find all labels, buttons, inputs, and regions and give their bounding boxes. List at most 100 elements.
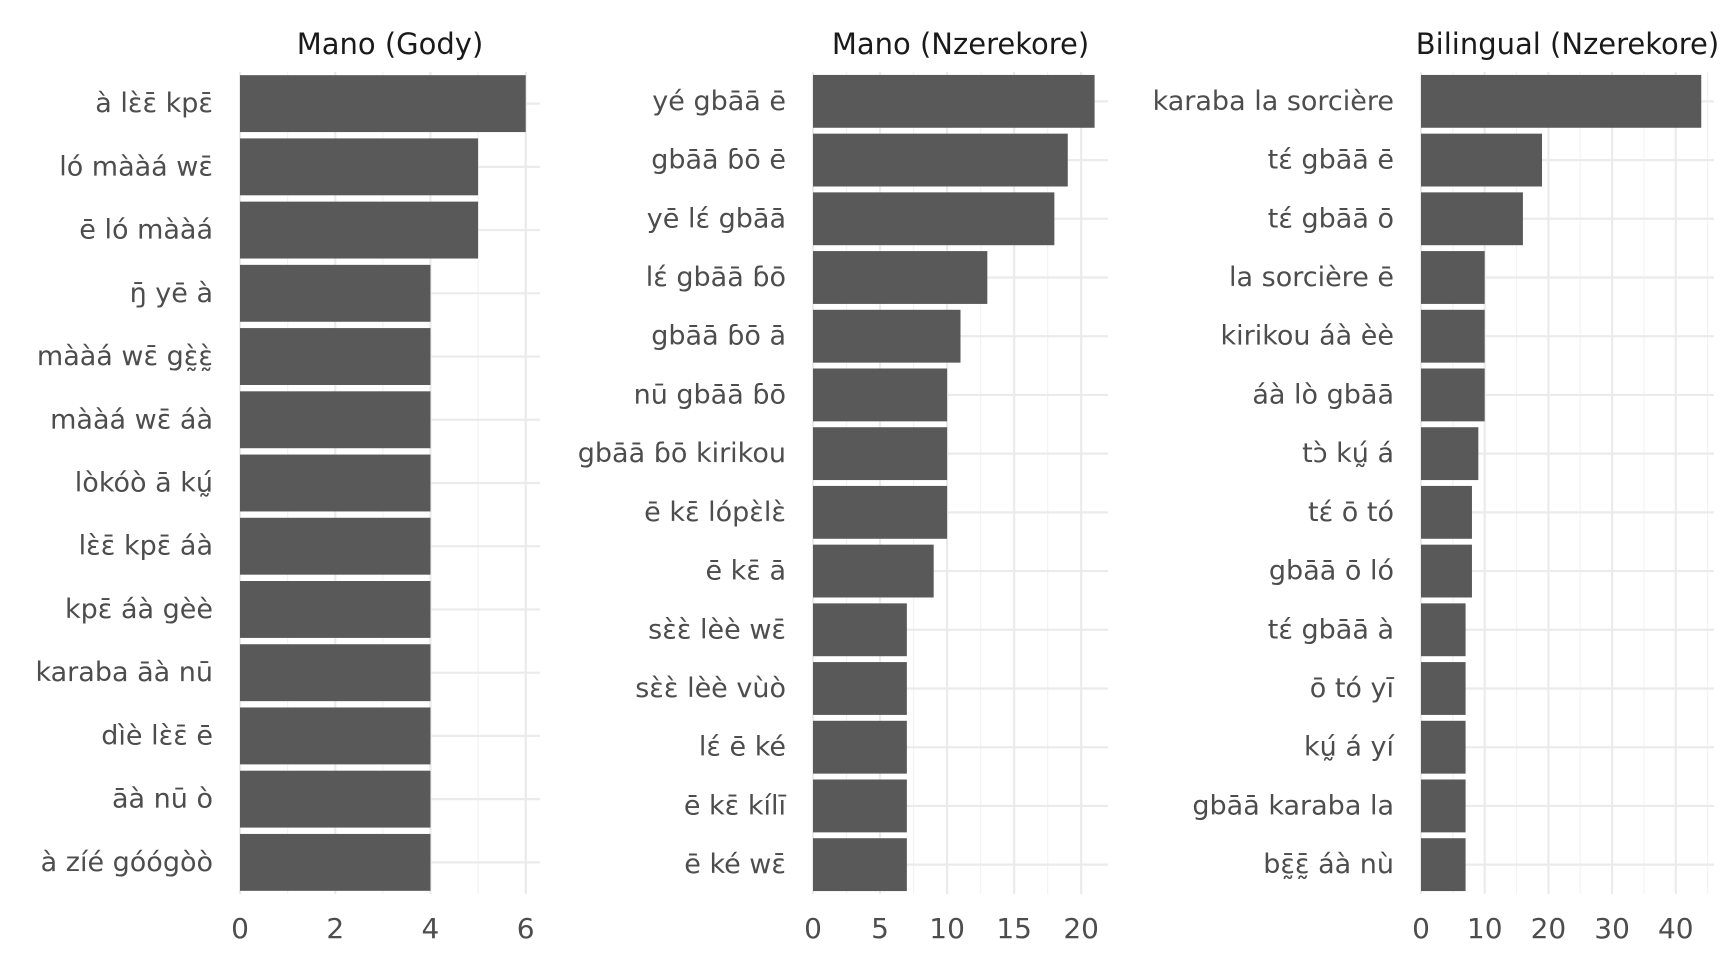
category-label: la sorcière ē	[1229, 262, 1394, 293]
x-tick-label: 20	[1063, 912, 1099, 945]
category-label: ē ló mààá	[79, 215, 213, 246]
x-tick-label: 15	[996, 912, 1032, 945]
bar	[813, 368, 948, 422]
bar	[1421, 544, 1472, 598]
category-label: lɛ́ ē ké	[699, 732, 786, 763]
category-label: à lɛ̀ɛ̄ kpɛ̄	[95, 88, 213, 119]
x-tick-label: 6	[517, 912, 535, 945]
x-tick-label: 20	[1531, 912, 1567, 945]
category-label: lɛ́ gbāā ɓō	[646, 262, 786, 293]
bar	[1421, 838, 1466, 892]
bar	[813, 544, 934, 598]
bar	[1421, 779, 1466, 833]
bar	[813, 603, 907, 657]
category-label: áà lò gbāā	[1252, 379, 1394, 410]
category-label: yé gbāā ē	[652, 86, 786, 117]
category-label: sɛ̀ɛ̀ lèè vùò	[635, 673, 786, 704]
x-tick-label: 30	[1594, 912, 1630, 945]
bar	[240, 454, 431, 512]
category-label: mààá wɛ̄ gɛ̰̀ɛ̰̀	[37, 341, 213, 372]
category-label: gbāā karaba la	[1192, 790, 1394, 821]
bar	[813, 427, 948, 481]
category-label: kpɛ̄ áà gèè	[65, 594, 213, 625]
x-tick-label: 40	[1658, 912, 1694, 945]
bar	[1421, 133, 1543, 187]
bar	[813, 779, 907, 833]
panel-title: Mano (Nzerekore)	[832, 27, 1089, 61]
bar	[813, 720, 907, 774]
bar	[240, 75, 526, 133]
bar	[813, 662, 907, 715]
bar	[240, 328, 431, 385]
category-label: ē kɛ̄ ā	[705, 556, 786, 587]
bar	[1421, 720, 1466, 774]
category-label: bɛ̰̄ɛ̰̄ áà nù	[1263, 849, 1394, 880]
category-label: lɛ̀ɛ̄ kpɛ̄ áà	[79, 531, 213, 562]
category-label: dìè lɛ̀ɛ̄ ē	[101, 720, 213, 751]
bar	[240, 644, 431, 702]
x-tick-label: 10	[1467, 912, 1503, 945]
category-label: lòkóò ā kṵ́	[75, 468, 213, 499]
category-label: ló mààá wɛ̄	[59, 151, 213, 182]
x-tick-label: 4	[422, 912, 440, 945]
bar	[813, 192, 1055, 246]
bar	[240, 201, 479, 259]
category-label: tɛ́ ō tó	[1308, 497, 1394, 528]
category-label: tɛ́ gbāā à	[1268, 614, 1394, 645]
bar	[813, 309, 961, 363]
category-label: kirikou áà èè	[1220, 321, 1394, 352]
bar	[813, 74, 1095, 128]
category-label: karaba la sorcière	[1153, 86, 1394, 117]
x-tick-label: 10	[929, 912, 965, 945]
category-label: gbāā ō ló	[1269, 556, 1394, 587]
bar	[240, 391, 431, 449]
bar	[240, 138, 479, 196]
category-label: gbāā ɓō ē	[651, 145, 786, 176]
bar	[1421, 368, 1485, 422]
chart-panel-mano-nzerekore: yé gbāā ē gbāā ɓō ē yē lɛ́ gbāā lɛ́ gbāā ɓō…	[578, 27, 1108, 945]
chart-panel-mano-gody: à lɛ̀ɛ̄ kpɛ̄ ló mààá wɛ̄ ē ló mààá ŋ̄ yē à m…	[35, 27, 540, 945]
category-label: āà nū ò	[112, 784, 213, 815]
panel-title: Mano (Gody)	[297, 27, 484, 61]
x-tick-label: 5	[871, 912, 889, 945]
category-label: ŋ̄ yē à	[130, 278, 213, 309]
category-label: tɔ̀ kṵ́ á	[1302, 438, 1394, 469]
x-tick-label: 0	[231, 912, 249, 945]
bar	[813, 838, 907, 892]
category-label: kṵ́ á yí	[1304, 732, 1395, 763]
bar	[1421, 251, 1485, 304]
bar	[240, 264, 431, 322]
x-tick-label: 0	[804, 912, 822, 945]
bar	[1421, 74, 1702, 128]
category-label: tɛ́ gbāā ō	[1268, 203, 1394, 234]
bar	[1421, 192, 1523, 246]
category-label: ē ké wɛ̄	[684, 849, 786, 880]
category-label: ō tó yī	[1310, 673, 1395, 704]
category-label: gbāā ɓō ā	[651, 321, 786, 352]
category-label: karaba āà nū	[35, 657, 213, 688]
bar	[1421, 309, 1485, 363]
category-label: tɛ́ gbāā ē	[1268, 145, 1394, 176]
category-label: ē kɛ̄ lópɛ̀lɛ̀	[644, 497, 786, 528]
x-tick-label: 2	[326, 912, 344, 945]
category-label: yē lɛ́ gbāā	[647, 203, 786, 234]
panel-title: Bilingual (Nzerekore)	[1416, 27, 1719, 61]
category-label: à zíé góógòò	[41, 847, 213, 878]
chart-panel-bilingual-nzerekore: karaba la sorcière tɛ́ gbāā ē tɛ́ gbāā ō la…	[1153, 27, 1720, 945]
bar	[813, 133, 1068, 187]
bar	[1421, 662, 1466, 715]
bar	[1421, 485, 1472, 539]
x-tick-label: 0	[1412, 912, 1430, 945]
category-label: gbāā ɓō kirikou	[578, 438, 786, 469]
bar	[813, 251, 988, 304]
bar	[240, 707, 431, 765]
bar	[240, 833, 431, 891]
category-label: nū gbāā ɓō	[634, 379, 786, 410]
category-label: sɛ̀ɛ̀ lèè wɛ̄	[648, 614, 786, 645]
bar	[240, 517, 431, 575]
bar	[240, 770, 431, 828]
bar	[1421, 427, 1479, 481]
category-label: ē kɛ̄ kílī	[684, 790, 787, 821]
bar	[813, 485, 948, 539]
